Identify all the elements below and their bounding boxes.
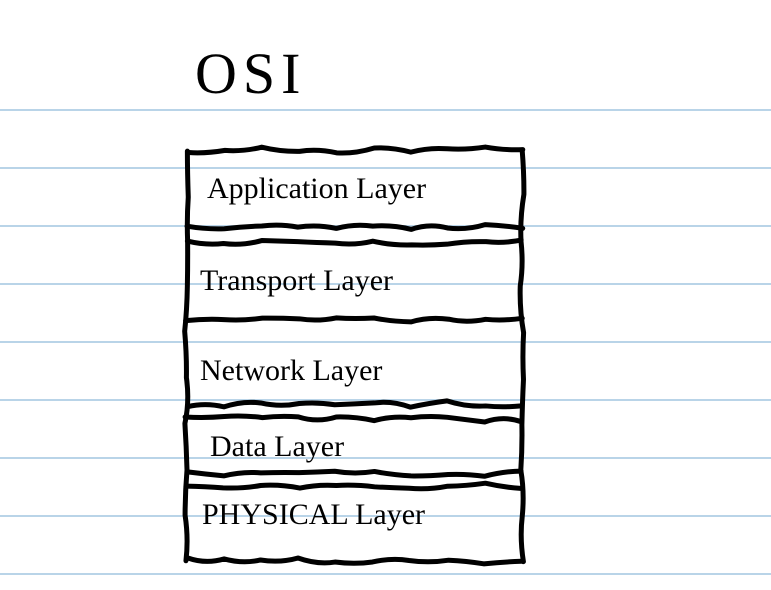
layer-label-3: Data Layer <box>210 430 344 464</box>
box-right <box>520 150 524 562</box>
layer-label-1: Transport Layer <box>200 264 393 298</box>
layer-label-4: PHYSICAL Layer <box>202 498 425 532</box>
divider-4 <box>185 416 521 422</box>
box-left <box>185 151 189 561</box>
box-bottom <box>188 558 522 564</box>
divider-5 <box>189 471 522 476</box>
divider-6 <box>186 483 521 489</box>
divider-1 <box>187 240 521 245</box>
layer-label-2: Network Layer <box>200 354 382 388</box>
layer-label-0: Application Layer <box>207 172 426 206</box>
box-top <box>189 147 523 153</box>
divider-2 <box>186 318 523 322</box>
divider-3 <box>188 401 522 407</box>
divider-0 <box>187 225 523 230</box>
